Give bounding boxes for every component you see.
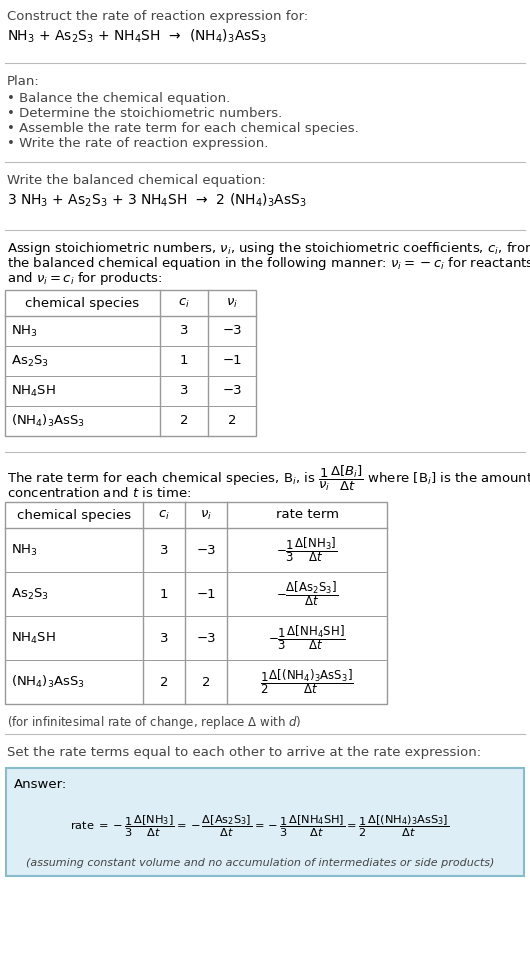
Text: −3: −3 (222, 384, 242, 398)
Text: Answer:: Answer: (14, 778, 67, 791)
Text: Construct the rate of reaction expression for:: Construct the rate of reaction expressio… (7, 10, 308, 23)
Text: Write the balanced chemical equation:: Write the balanced chemical equation: (7, 174, 266, 187)
Text: $\nu_i$: $\nu_i$ (200, 509, 212, 521)
Text: 1: 1 (180, 355, 188, 368)
Text: −1: −1 (196, 587, 216, 601)
Text: $\dfrac{1}{2}\dfrac{\Delta[(\mathrm{NH_4})_3\mathrm{AsS_3}]}{\Delta t}$: $\dfrac{1}{2}\dfrac{\Delta[(\mathrm{NH_4… (260, 667, 354, 697)
Text: NH$_4$SH: NH$_4$SH (11, 630, 56, 646)
Text: $-\dfrac{\Delta[\mathrm{As_2S_3}]}{\Delta t}$: $-\dfrac{\Delta[\mathrm{As_2S_3}]}{\Delt… (276, 579, 338, 609)
Text: • Determine the stoichiometric numbers.: • Determine the stoichiometric numbers. (7, 107, 282, 120)
Text: 2: 2 (228, 415, 236, 427)
Text: • Balance the chemical equation.: • Balance the chemical equation. (7, 92, 230, 105)
Text: $c_i$: $c_i$ (158, 509, 170, 521)
Text: (NH$_4$)$_3$AsS$_3$: (NH$_4$)$_3$AsS$_3$ (11, 674, 85, 690)
Text: and $\nu_i = c_i$ for products:: and $\nu_i = c_i$ for products: (7, 270, 163, 287)
Text: (assuming constant volume and no accumulation of intermediates or side products): (assuming constant volume and no accumul… (26, 858, 494, 868)
Text: −3: −3 (196, 544, 216, 557)
Text: $c_i$: $c_i$ (178, 296, 190, 310)
Text: 3: 3 (180, 324, 188, 337)
Text: 1: 1 (160, 587, 168, 601)
Text: Set the rate terms equal to each other to arrive at the rate expression:: Set the rate terms equal to each other t… (7, 746, 481, 759)
Text: rate $= -\dfrac{1}{3}\dfrac{\Delta[\mathrm{NH_3}]}{\Delta t} = -\dfrac{\Delta[\m: rate $= -\dfrac{1}{3}\dfrac{\Delta[\math… (70, 813, 449, 839)
Text: Plan:: Plan: (7, 75, 40, 88)
Text: NH$_3$ + As$_2$S$_3$ + NH$_4$SH  →  (NH$_4$)$_3$AsS$_3$: NH$_3$ + As$_2$S$_3$ + NH$_4$SH → (NH$_4… (7, 28, 267, 45)
Text: 2: 2 (160, 675, 168, 689)
Text: 3: 3 (160, 544, 168, 557)
Text: 3 NH$_3$ + As$_2$S$_3$ + 3 NH$_4$SH  →  2 (NH$_4$)$_3$AsS$_3$: 3 NH$_3$ + As$_2$S$_3$ + 3 NH$_4$SH → 2 … (7, 192, 307, 210)
Text: • Write the rate of reaction expression.: • Write the rate of reaction expression. (7, 137, 268, 150)
FancyBboxPatch shape (6, 768, 524, 876)
Text: chemical species: chemical species (17, 509, 131, 521)
Text: 2: 2 (202, 675, 210, 689)
Text: the balanced chemical equation in the following manner: $\nu_i = -c_i$ for react: the balanced chemical equation in the fo… (7, 255, 530, 272)
Text: Assign stoichiometric numbers, $\nu_i$, using the stoichiometric coefficients, $: Assign stoichiometric numbers, $\nu_i$, … (7, 240, 530, 257)
Text: chemical species: chemical species (25, 297, 139, 310)
Text: NH$_3$: NH$_3$ (11, 543, 38, 558)
Text: (for infinitesimal rate of change, replace Δ with $d$): (for infinitesimal rate of change, repla… (7, 714, 302, 731)
Text: −3: −3 (196, 631, 216, 645)
Text: 3: 3 (160, 631, 168, 645)
Text: 3: 3 (180, 384, 188, 398)
Text: As$_2$S$_3$: As$_2$S$_3$ (11, 354, 49, 368)
Text: 2: 2 (180, 415, 188, 427)
Text: rate term: rate term (276, 509, 339, 521)
Text: −1: −1 (222, 355, 242, 368)
Text: As$_2$S$_3$: As$_2$S$_3$ (11, 586, 49, 602)
Text: $\nu_i$: $\nu_i$ (226, 296, 238, 310)
Text: $-\dfrac{1}{3}\dfrac{\Delta[\mathrm{NH_3}]}{\Delta t}$: $-\dfrac{1}{3}\dfrac{\Delta[\mathrm{NH_3… (276, 536, 338, 564)
Text: (NH$_4$)$_3$AsS$_3$: (NH$_4$)$_3$AsS$_3$ (11, 413, 85, 429)
Text: −3: −3 (222, 324, 242, 337)
Bar (5, 290, 256, 436)
Text: NH$_3$: NH$_3$ (11, 323, 38, 338)
Text: concentration and $t$ is time:: concentration and $t$ is time: (7, 486, 191, 500)
Text: • Assemble the rate term for each chemical species.: • Assemble the rate term for each chemic… (7, 122, 359, 135)
Text: The rate term for each chemical species, B$_i$, is $\dfrac{1}{\nu_i}\dfrac{\Delt: The rate term for each chemical species,… (7, 464, 530, 493)
Bar (5, 502, 387, 704)
Text: $-\dfrac{1}{3}\dfrac{\Delta[\mathrm{NH_4SH}]}{\Delta t}$: $-\dfrac{1}{3}\dfrac{\Delta[\mathrm{NH_4… (268, 623, 346, 653)
Text: NH$_4$SH: NH$_4$SH (11, 383, 56, 399)
